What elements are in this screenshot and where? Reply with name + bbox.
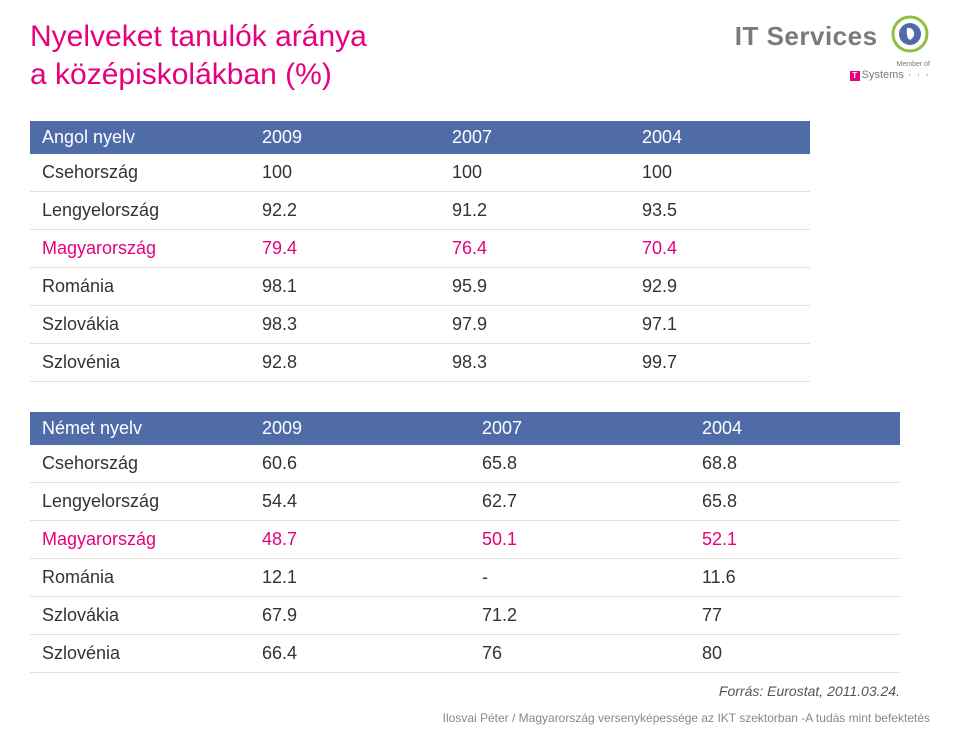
english-col-header: Angol nyelv xyxy=(30,121,250,154)
table-cell: 76.4 xyxy=(440,230,630,268)
table-cell: Szlovénia xyxy=(30,635,250,673)
table-cell: 98.3 xyxy=(440,344,630,382)
t-systems-text: TSystems xyxy=(735,69,930,81)
table-cell: Csehország xyxy=(30,445,250,483)
table-cell: 68.8 xyxy=(690,445,900,483)
table-cell: 71.2 xyxy=(470,597,690,635)
table-cell: 92.9 xyxy=(630,268,810,306)
table-cell: 48.7 xyxy=(250,521,470,559)
german-col-header: 2009 xyxy=(250,412,470,445)
title-line-2: a középiskolákban (%) xyxy=(30,58,332,91)
table-row: Románia98.195.992.9 xyxy=(30,268,810,306)
table-row: Szlovénia66.47680 xyxy=(30,635,900,673)
member-of-text: Member of xyxy=(735,61,930,68)
brand-area: IT Services Member of TSystems xyxy=(735,14,930,81)
english-col-header: 2009 xyxy=(250,121,440,154)
table-cell: 79.4 xyxy=(250,230,440,268)
german-col-header: 2004 xyxy=(690,412,900,445)
table-cell: 95.9 xyxy=(440,268,630,306)
german-col-header: Német nyelv xyxy=(30,412,250,445)
table-row: Szlovénia92.898.399.7 xyxy=(30,344,810,382)
english-col-header: 2004 xyxy=(630,121,810,154)
table-cell: Magyarország xyxy=(30,521,250,559)
table-cell: Lengyelország xyxy=(30,192,250,230)
table-cell: Csehország xyxy=(30,154,250,192)
source-citation: Forrás: Eurostat, 2011.03.24. xyxy=(30,683,900,699)
table-cell: 77 xyxy=(690,597,900,635)
table-row: Szlovákia67.971.277 xyxy=(30,597,900,635)
english-table: Angol nyelv200920072004 Csehország100100… xyxy=(30,121,810,382)
german-col-header: 2007 xyxy=(470,412,690,445)
title-line-1: Nyelveket tanulók aránya xyxy=(30,20,367,53)
table-cell: 67.9 xyxy=(250,597,470,635)
table-cell: Szlovénia xyxy=(30,344,250,382)
table-row: Lengyelország92.291.293.5 xyxy=(30,192,810,230)
german-table: Német nyelv200920072004 Csehország60.665… xyxy=(30,412,900,673)
table-cell: 52.1 xyxy=(690,521,900,559)
table-cell: 100 xyxy=(250,154,440,192)
table-cell: Románia xyxy=(30,268,250,306)
table-cell: 97.9 xyxy=(440,306,630,344)
table-cell: 100 xyxy=(630,154,810,192)
english-table-header: Angol nyelv200920072004 xyxy=(30,121,810,154)
table-cell: 66.4 xyxy=(250,635,470,673)
table-row: Szlovákia98.397.997.1 xyxy=(30,306,810,344)
table-cell: 100 xyxy=(440,154,630,192)
table-row: Csehország60.665.868.8 xyxy=(30,445,900,483)
table-cell: 92.2 xyxy=(250,192,440,230)
table-row: Magyarország48.750.152.1 xyxy=(30,521,900,559)
table-cell: 93.5 xyxy=(630,192,810,230)
brand-logo-icon xyxy=(890,14,930,59)
table-cell: 54.4 xyxy=(250,483,470,521)
table-cell: 65.8 xyxy=(470,445,690,483)
t-logo-icon: T xyxy=(850,71,860,81)
table-row: Románia12.1-11.6 xyxy=(30,559,900,597)
table-cell: 91.2 xyxy=(440,192,630,230)
table-cell: Románia xyxy=(30,559,250,597)
table-cell: 12.1 xyxy=(250,559,470,597)
table-cell: 62.7 xyxy=(470,483,690,521)
german-table-header: Német nyelv200920072004 xyxy=(30,412,900,445)
table-cell: 65.8 xyxy=(690,483,900,521)
english-col-header: 2007 xyxy=(440,121,630,154)
table-row: Magyarország79.476.470.4 xyxy=(30,230,810,268)
table-cell: Szlovákia xyxy=(30,597,250,635)
table-row: Csehország100100100 xyxy=(30,154,810,192)
table-cell: 76 xyxy=(470,635,690,673)
table-cell: 80 xyxy=(690,635,900,673)
table-cell: Magyarország xyxy=(30,230,250,268)
table-cell: 99.7 xyxy=(630,344,810,382)
table-cell: Szlovákia xyxy=(30,306,250,344)
table-cell: 60.6 xyxy=(250,445,470,483)
table-cell: - xyxy=(470,559,690,597)
table-cell: 98.3 xyxy=(250,306,440,344)
table-cell: 11.6 xyxy=(690,559,900,597)
table-cell: 70.4 xyxy=(630,230,810,268)
it-services-text: IT Services xyxy=(735,21,878,52)
table-cell: Lengyelország xyxy=(30,483,250,521)
table-cell: 97.1 xyxy=(630,306,810,344)
table-cell: 92.8 xyxy=(250,344,440,382)
table-cell: 98.1 xyxy=(250,268,440,306)
footer-text: Ilosvai Péter / Magyarország versenyképe… xyxy=(443,711,930,725)
table-cell: 50.1 xyxy=(470,521,690,559)
table-row: Lengyelország54.462.765.8 xyxy=(30,483,900,521)
